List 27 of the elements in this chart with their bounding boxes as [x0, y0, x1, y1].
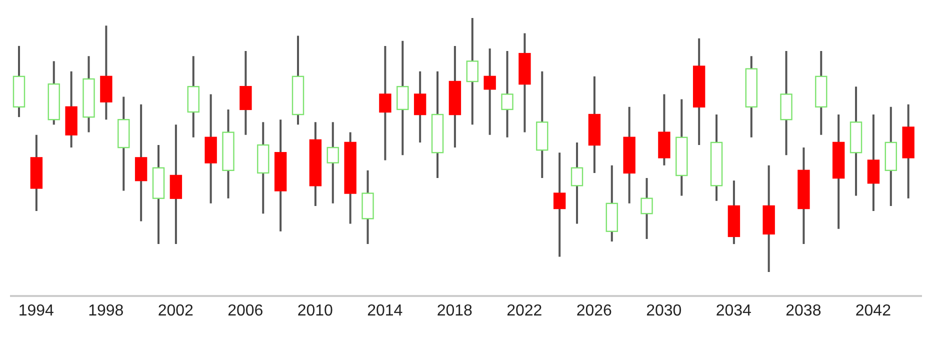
x-tick-label: 2022 — [506, 302, 542, 320]
x-tick-label: 2034 — [716, 302, 752, 320]
x-tick-label: 2042 — [855, 302, 892, 320]
candlestick — [414, 70, 426, 144]
candlestick — [640, 177, 653, 240]
candlestick — [466, 18, 478, 126]
x-tick-label: 2006 — [228, 302, 264, 320]
x-tick-label: 2002 — [158, 302, 194, 320]
candlestick — [867, 114, 880, 212]
candlestick — [484, 47, 496, 136]
x-tick-label: 2014 — [367, 302, 403, 320]
candlestick — [570, 141, 584, 225]
x-tick-label: 2030 — [646, 302, 682, 320]
candlestick — [134, 103, 148, 222]
candlestick — [501, 50, 514, 138]
candlestick — [326, 121, 339, 204]
candlestick — [379, 44, 392, 162]
candlestick — [553, 152, 566, 258]
candlestick — [396, 40, 409, 156]
x-tick-label: 2010 — [297, 302, 334, 320]
candlestick — [240, 50, 252, 136]
x-tick-label: 2026 — [576, 302, 612, 320]
x-tick-label: 2038 — [786, 302, 822, 320]
candlestick — [170, 124, 182, 246]
x-tick-label: 1994 — [18, 302, 54, 320]
x-tick-label: 2018 — [436, 302, 473, 320]
x-tick-label: 1998 — [88, 302, 124, 320]
